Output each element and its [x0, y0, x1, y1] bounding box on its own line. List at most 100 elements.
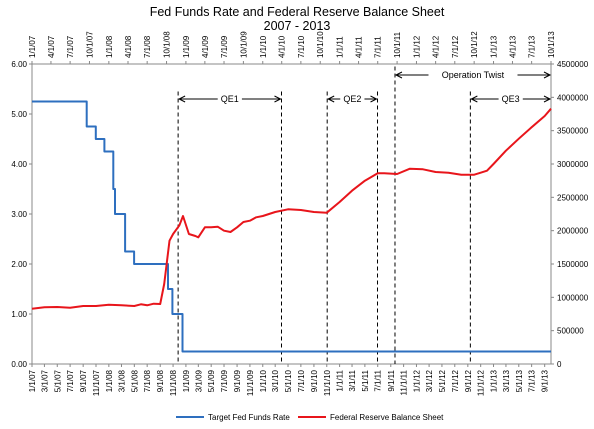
- bottom-tick-label: 11/1/12: [477, 369, 486, 396]
- bottom-tick-label: 3/1/08: [117, 369, 126, 392]
- right-tick-label: 500000: [557, 327, 584, 336]
- bottom-tick-label: 9/1/11: [387, 369, 396, 391]
- bottom-tick-label: 5/1/11: [361, 369, 370, 391]
- annotation-arrowhead-left: [327, 95, 335, 103]
- top-tick-label: 4/1/07: [47, 35, 56, 58]
- right-tick-label: 3000000: [557, 160, 589, 169]
- bottom-tick-label: 3/1/11: [348, 369, 357, 391]
- top-tick-label: 4/1/12: [432, 35, 441, 58]
- right-tick-label: 1000000: [557, 293, 589, 302]
- right-tick-label: 0: [557, 360, 562, 369]
- annotation-label: QE3: [502, 94, 520, 104]
- bottom-tick-label: 7/1/12: [451, 369, 460, 392]
- bottom-tick-label: 3/1/09: [194, 369, 203, 392]
- bottom-tick-label: 5/1/12: [438, 369, 447, 392]
- top-tick-label: 10/1/12: [470, 31, 479, 58]
- top-tick-label: 7/1/08: [143, 35, 152, 58]
- left-tick-label: 3.00: [11, 210, 27, 219]
- annotation-arrowhead-right: [543, 95, 552, 103]
- annotation-arrowhead-left: [178, 95, 186, 103]
- bottom-tick-label: 5/1/08: [130, 369, 139, 392]
- top-tick-label: 10/1/11: [393, 31, 402, 58]
- annotation-arrowhead-left: [394, 71, 403, 79]
- top-tick-label: 7/1/12: [451, 35, 460, 58]
- bottom-tick-label: 11/1/07: [92, 369, 101, 396]
- top-tick-label: 1/1/09: [182, 35, 191, 58]
- top-tick-label: 1/1/10: [259, 35, 268, 58]
- bottom-tick-label: 5/1/07: [53, 369, 62, 392]
- left-tick-label: 5.00: [11, 110, 27, 119]
- bottom-tick-label: 7/1/13: [528, 369, 537, 392]
- top-tick-label: 1/1/11: [336, 36, 345, 58]
- annotation-arrowhead-right: [274, 95, 282, 103]
- top-tick-label: 4/1/11: [355, 36, 364, 58]
- top-tick-label: 7/1/11: [374, 36, 383, 58]
- bottom-tick-label: 3/1/07: [40, 369, 49, 392]
- bottom-tick-label: 5/1/09: [207, 369, 216, 392]
- left-tick-label: 6.00: [11, 60, 27, 69]
- top-tick-label: 10/1/10: [316, 31, 325, 58]
- bottom-tick-label: 1/1/09: [182, 369, 191, 392]
- bottom-tick-label: 9/1/09: [233, 369, 242, 392]
- left-tick-label: 0.00: [11, 360, 27, 369]
- top-tick-label: 7/1/07: [66, 35, 75, 58]
- program-boundary-lines: [177, 66, 471, 364]
- top-tick-label: 1/1/08: [105, 35, 114, 58]
- top-axis-ticks: 1/1/07 4/1/07 7/1/07 10/1/07 1/1/08 4/1/08 7/1…: [28, 31, 556, 64]
- chart-title: Fed Funds Rate and Federal Reserve Balan…: [150, 5, 445, 19]
- right-tick-label: 1500000: [557, 260, 589, 269]
- annotation-label: QE2: [343, 94, 361, 104]
- legend-label-fed-funds: Target Fed Funds Rate: [208, 413, 290, 422]
- top-tick-label: 7/1/10: [297, 35, 306, 58]
- chart-subtitle: 2007 - 2013: [264, 19, 331, 33]
- right-tick-label: 2000000: [557, 227, 589, 236]
- bottom-tick-label: 1/1/07: [28, 369, 37, 392]
- bottom-tick-label: 5/1/13: [515, 369, 524, 392]
- bottom-tick-label: 9/1/08: [156, 369, 165, 392]
- legend: Target Fed Funds Rate Federal Reserve Ba…: [176, 413, 444, 422]
- bottom-tick-label: 11/1/10: [323, 369, 332, 396]
- left-tick-label: 1.00: [11, 310, 27, 319]
- annotation-arrowhead-left: [470, 95, 478, 103]
- top-tick-label: 7/1/09: [220, 35, 229, 58]
- bottom-tick-label: 3/1/10: [271, 369, 280, 392]
- top-tick-label: 10/1/07: [85, 31, 94, 58]
- left-tick-label: 4.00: [11, 160, 27, 169]
- bottom-tick-label: 3/1/12: [425, 369, 434, 392]
- top-tick-label: 1/1/13: [490, 35, 499, 58]
- top-tick-label: 10/1/13: [547, 31, 556, 58]
- right-tick-label: 4500000: [557, 60, 589, 69]
- bottom-axis-ticks: 1/1/07 3/1/07 5/1/07 7/1/07 9/1/07 11/1/07 1/1…: [28, 364, 550, 396]
- right-tick-label: 4000000: [557, 93, 589, 102]
- bottom-tick-label: 3/1/13: [502, 369, 511, 392]
- annotation-arrowhead-right: [370, 95, 378, 103]
- bottom-tick-label: 7/1/10: [297, 369, 306, 392]
- bottom-tick-label: 11/1/09: [246, 369, 255, 396]
- bottom-tick-label: 9/1/12: [464, 369, 473, 392]
- series-layer: [31, 100, 552, 353]
- bottom-tick-label: 1/1/12: [412, 369, 421, 392]
- top-tick-label: 4/1/10: [278, 35, 287, 58]
- bottom-tick-label: 7/1/11: [374, 369, 383, 391]
- right-tick-label: 3500000: [557, 127, 589, 136]
- top-tick-label: 4/1/08: [124, 35, 133, 58]
- legend-label-balance-sheet: Federal Reserve Balance Sheet: [330, 413, 444, 422]
- top-tick-label: 4/1/09: [201, 35, 210, 58]
- series-line-1: [31, 108, 552, 310]
- right-tick-label: 2500000: [557, 193, 589, 202]
- series-line-0: [32, 100, 551, 353]
- bottom-tick-label: 9/1/13: [541, 369, 550, 392]
- bottom-tick-label: 7/1/08: [143, 369, 152, 392]
- top-tick-label: 7/1/13: [528, 35, 537, 58]
- top-tick-label: 1/1/12: [412, 35, 421, 58]
- top-tick-label: 4/1/13: [508, 35, 517, 58]
- program-annotations: QE1 QE2 Operation Twist QE3: [178, 70, 552, 104]
- bottom-tick-label: 11/1/11: [400, 369, 409, 395]
- annotation-label: Operation Twist: [442, 70, 505, 80]
- bottom-tick-label: 11/1/08: [169, 369, 178, 396]
- top-tick-label: 1/1/07: [28, 35, 37, 58]
- bottom-tick-label: 1/1/11: [336, 369, 345, 391]
- bottom-tick-label: 7/1/09: [220, 369, 229, 392]
- annotation-label: QE1: [221, 94, 239, 104]
